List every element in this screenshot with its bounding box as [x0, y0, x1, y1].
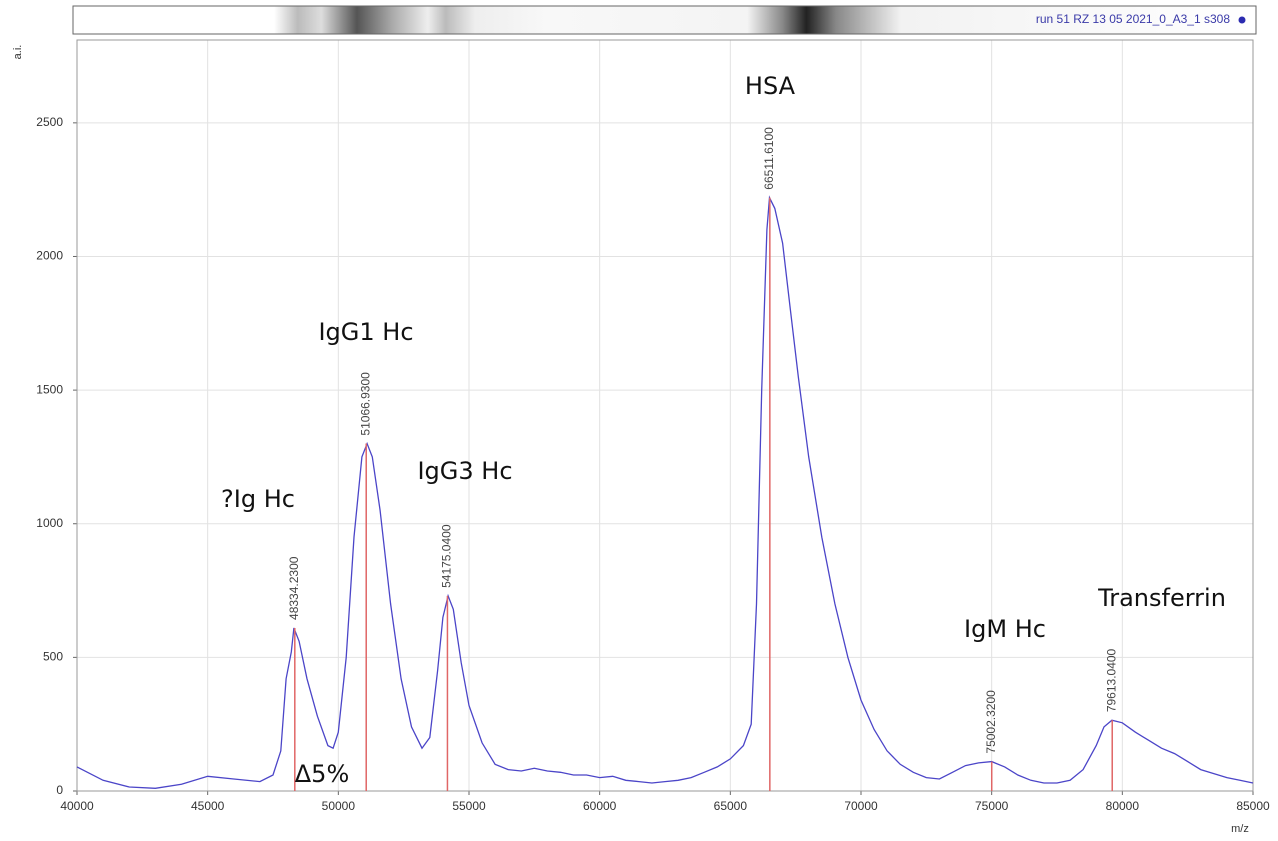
- annotation: IgM Hc: [964, 615, 1046, 643]
- x-tick-label: 75000: [975, 799, 1009, 813]
- peak-label: 66511.6100: [762, 127, 776, 190]
- x-tick-label: 70000: [844, 799, 878, 813]
- peak-label: 51066.9300: [358, 372, 372, 436]
- x-tick-label: 50000: [322, 799, 356, 813]
- y-tick-label: 1000: [36, 516, 63, 530]
- annotation: Δ5%: [295, 760, 350, 788]
- y-tick-label: 1500: [36, 382, 63, 396]
- y-tick-label: 0: [56, 783, 63, 797]
- peak-label: 48334.2300: [287, 556, 301, 620]
- x-tick-label: 55000: [452, 799, 486, 813]
- x-tick-label: 85000: [1236, 799, 1270, 813]
- x-tick-label: 60000: [583, 799, 617, 813]
- x-tick-label: 80000: [1106, 799, 1140, 813]
- annotation: Transferrin: [1097, 584, 1226, 612]
- peak-label: 75002.3200: [984, 690, 998, 754]
- annotation: IgG1 Hc: [318, 318, 413, 346]
- x-tick-label: 45000: [191, 799, 225, 813]
- y-tick-label: 500: [43, 650, 63, 664]
- x-axis-label: m/z: [1231, 823, 1249, 835]
- y-tick-label: 2000: [36, 249, 63, 263]
- peak-label: 54175.0400: [440, 524, 454, 588]
- y-tick-label: 2500: [36, 115, 63, 129]
- x-tick-label: 40000: [60, 799, 94, 813]
- run-label: run 51 RZ 13 05 2021_0_A3_1 s308: [1036, 12, 1230, 26]
- annotation: HSA: [745, 72, 796, 100]
- peak-label: 79613.0400: [1104, 648, 1118, 712]
- run-dot: [1239, 17, 1246, 24]
- y-axis-label: a.i.: [12, 45, 24, 60]
- annotation: ?Ig Hc: [221, 485, 295, 513]
- chart: run 51 RZ 13 05 2021_0_A3_1 s308 a.i. m/…: [0, 0, 1278, 841]
- annotation: IgG3 Hc: [417, 457, 512, 485]
- plot-frame: [77, 40, 1253, 791]
- x-tick-label: 65000: [714, 799, 748, 813]
